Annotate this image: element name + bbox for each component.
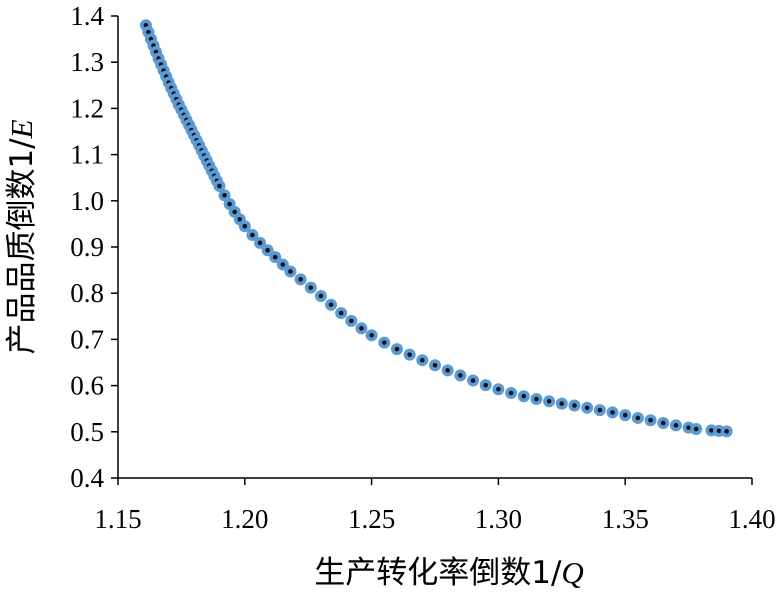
data-point-center <box>257 240 263 246</box>
data-point-center <box>559 401 565 406</box>
y-tick-label: 1.2 <box>70 93 104 123</box>
data-point-center <box>686 425 691 430</box>
data-point-center <box>597 407 603 413</box>
y-tick-label: 0.7 <box>70 324 104 354</box>
data-point-center <box>265 247 270 253</box>
data-point-center <box>250 232 255 238</box>
data-point-center <box>693 426 699 432</box>
data-point-center <box>432 362 438 368</box>
y-tick-label: 1.3 <box>70 47 104 77</box>
y-axis-title-text: 产品品质倒数1/ <box>4 138 40 355</box>
data-point-center <box>369 332 374 338</box>
y-tick-label: 0.4 <box>70 463 104 493</box>
data-point-center <box>445 368 450 373</box>
data-point-center <box>496 386 501 392</box>
data-point-center <box>673 423 679 428</box>
x-tick-label: 1.25 <box>348 504 395 534</box>
data-point-center <box>272 254 278 260</box>
data-point-center <box>298 277 303 282</box>
plot-points <box>139 19 733 438</box>
data-point-center <box>508 390 514 396</box>
data-point-center <box>610 410 615 415</box>
data-point-center <box>660 420 666 426</box>
data-point-center <box>534 396 539 402</box>
data-point-center <box>394 346 400 352</box>
x-tick-label: 1.40 <box>728 504 775 534</box>
data-point-center <box>328 302 334 308</box>
data-point-center <box>232 209 237 215</box>
y-axis-title: 产品品质倒数1/E <box>4 119 40 354</box>
y-tick-label: 1.4 <box>70 1 104 31</box>
data-point-center <box>572 403 577 408</box>
x-tick-label: 1.35 <box>602 504 649 534</box>
data-point-center <box>420 357 425 363</box>
data-point-center <box>458 373 463 378</box>
data-point-center <box>521 393 527 399</box>
y-tick-label: 0.8 <box>70 278 104 308</box>
data-point-center <box>349 318 354 324</box>
data-point-center <box>222 192 227 198</box>
data-point-center <box>359 326 364 331</box>
data-point-center <box>716 428 722 434</box>
data-point-center <box>470 378 476 383</box>
data-point-center <box>546 399 552 404</box>
x-tick-label: 1.30 <box>475 504 522 534</box>
x-axis-title-var: Q <box>561 555 583 590</box>
y-ticks: 0.4 0.5 0.6 0.7 0.8 0.9 1.0 1.1 1.2 1.3 1.4 <box>70 1 118 493</box>
data-point-center <box>237 216 243 222</box>
data-point-center <box>709 428 714 433</box>
data-point-center <box>724 429 729 434</box>
data-point-center <box>584 405 590 411</box>
axes <box>117 16 752 479</box>
data-point-center <box>227 201 232 207</box>
y-axis-title-var: E <box>4 119 39 139</box>
y-tick-label: 0.6 <box>70 371 104 401</box>
data-point-center <box>280 262 286 267</box>
y-tick-label: 0.9 <box>70 232 104 262</box>
data-point-center <box>483 382 489 388</box>
data-point-center <box>308 285 314 290</box>
x-tick-label: 1.20 <box>221 504 268 534</box>
x-axis-title-text: 生产转化率倒数1/ <box>314 555 562 591</box>
x-tick-label: 1.15 <box>94 504 141 534</box>
data-point-center <box>318 293 324 299</box>
data-point-center <box>338 310 344 316</box>
x-ticks: 1.15 1.20 1.25 1.30 1.35 1.40 <box>94 478 776 534</box>
data-point-center <box>407 352 412 357</box>
y-tick-label: 1.1 <box>70 140 104 170</box>
data-point-center <box>635 415 641 421</box>
data-point-center <box>288 269 293 274</box>
data-point-center <box>242 223 248 229</box>
data-point-center <box>622 412 628 418</box>
data-point-center <box>381 340 387 345</box>
y-tick-label: 0.5 <box>70 417 104 447</box>
data-point-center <box>648 417 653 423</box>
x-axis-title: 生产转化率倒数1/Q <box>314 555 584 591</box>
y-tick-label: 1.0 <box>70 186 104 216</box>
data-point-center <box>217 183 222 189</box>
